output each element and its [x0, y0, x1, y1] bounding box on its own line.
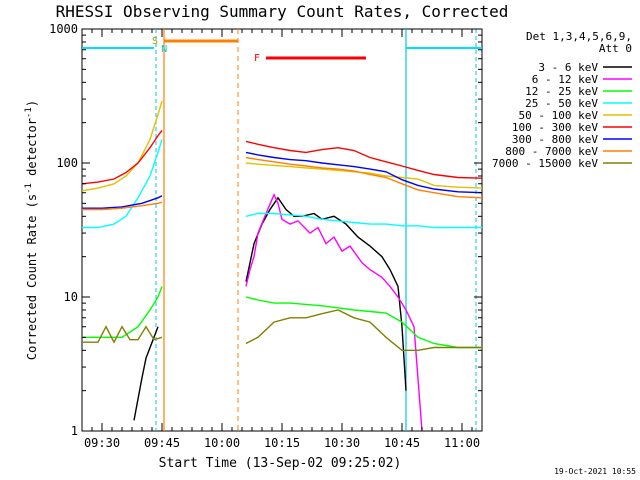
series-line-6: [82, 151, 483, 209]
series-line-4: [81, 100, 483, 192]
chart-marks: SN F: [81, 29, 483, 432]
x-tick-label: 09:45: [144, 436, 180, 450]
y-axis-ticks: 1 10 100 1000: [49, 22, 482, 438]
legend-label: 25 - 50 keV: [525, 97, 598, 110]
legend-label: 6 - 12 keV: [532, 73, 599, 86]
legend-label: 3 - 6 keV: [538, 61, 598, 74]
timestamp: 19-Oct-2021 10:55: [554, 467, 636, 476]
series-line-3: [82, 139, 482, 229]
series-line-7: [82, 156, 483, 211]
y-axis-label-sup1: -1: [24, 183, 34, 194]
plot-area: [81, 28, 483, 432]
legend-label: 300 - 800 keV: [512, 133, 598, 146]
legend-header-line1: Det 1,3,4,5,6,9,: [526, 30, 632, 43]
legend-header-line2: Att 0: [599, 42, 632, 55]
plot-frame: [81, 28, 483, 432]
y-tick-label: 10: [64, 290, 78, 304]
y-axis-label-part1: Corrected Count Rate (s: [25, 194, 39, 360]
annotation-f: F: [254, 53, 260, 64]
x-tick-label: 10:00: [204, 436, 240, 450]
y-tick-label: 1: [71, 424, 78, 438]
series-line-5: [81, 129, 483, 185]
legend-label: 12 - 25 keV: [525, 85, 598, 98]
chart-title: RHESSI Observing Summary Count Rates, Co…: [56, 2, 509, 21]
legend-label: 50 - 100 keV: [519, 109, 599, 122]
y-axis-label-part2: detector: [25, 118, 39, 183]
series-line-2: [82, 286, 482, 349]
x-tick-label: 10:15: [264, 436, 300, 450]
y-axis-label: Corrected Count Rate (s-1 detector-1): [24, 100, 39, 360]
x-tick-label: 10:45: [384, 436, 420, 450]
x-tick-label: 11:00: [444, 436, 480, 450]
y-tick-label: 100: [56, 156, 78, 170]
series-line-0: [133, 196, 407, 421]
legend-label: 800 - 7000 keV: [505, 145, 598, 158]
annotation-n: N: [161, 44, 167, 55]
y-axis-label-sup2: -1: [24, 107, 34, 118]
x-tick-label: 10:30: [324, 436, 360, 450]
legend-label: 7000 - 15000 keV: [492, 157, 598, 170]
series-line-1: [245, 192, 423, 432]
series-line-8: [82, 309, 482, 351]
x-axis-label: Start Time (13-Sep-02 09:25:02): [159, 456, 402, 471]
legend-label: 100 - 300 keV: [512, 121, 598, 134]
annotation-s: S: [152, 36, 158, 47]
y-axis-label-part3: ): [25, 100, 39, 107]
x-tick-label: 09:30: [84, 436, 120, 450]
x-axis-ticks: 09:30 09:45 10:00 10:15 10:30 10:45 11:00: [81, 29, 483, 450]
y-tick-label: 1000: [49, 22, 78, 36]
